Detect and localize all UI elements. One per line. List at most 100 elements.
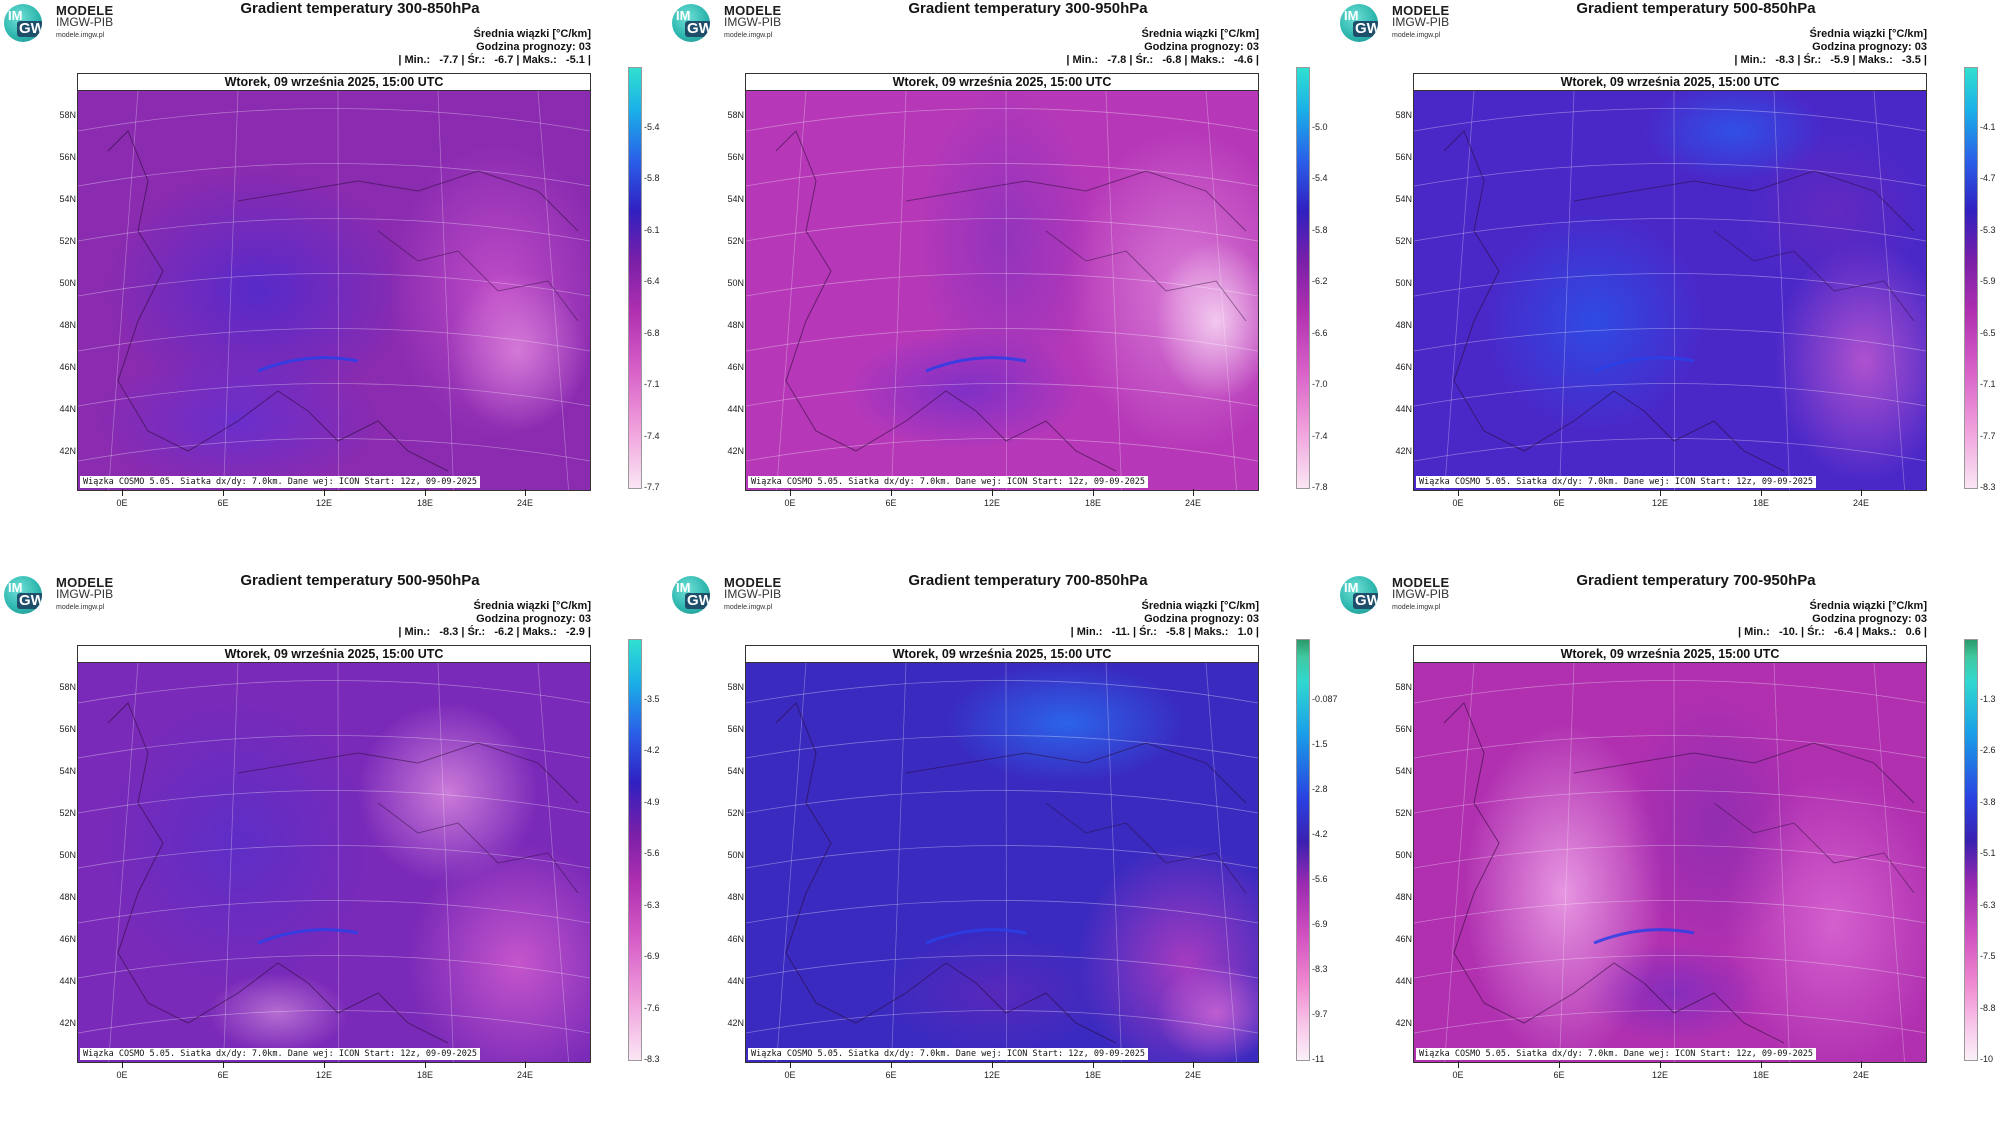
colorbar-label: -8.8 (1980, 1002, 1996, 1013)
colorbar-label: -7.0 (1312, 379, 1328, 390)
colorbar-label: -5.6 (1312, 874, 1328, 884)
lon-tick (425, 1061, 426, 1068)
date-bar: Wtorek, 09 września 2025, 15:00 UTC (1414, 646, 1926, 663)
lat-label: 46N (59, 362, 76, 372)
lat-label: 58N (727, 110, 744, 120)
stats-line: | Min.: -7.8 | Śr.: -6.8 | Maks.: -4.6 | (1066, 54, 1259, 66)
colorbar-label: -4.2 (1312, 829, 1328, 839)
colorbar-label: -11 (1312, 1054, 1325, 1064)
colorbar-label: -4.2 (644, 745, 660, 756)
lat-label: 42N (1395, 1018, 1412, 1028)
imgw-logo[interactable]: IM GW MODELE IMGW-PIB modele.imgw.pl (672, 576, 822, 618)
gradient-field-map[interactable]: Wiązka COSMO 5.05. Siatka dx/dy: 7.0km. … (78, 91, 590, 490)
colorbar-label: -10 (1980, 1054, 1994, 1064)
lon-label: 0E (784, 1070, 796, 1080)
gradient-field-map[interactable]: Wiązka COSMO 5.05. Siatka dx/dy: 7.0km. … (1414, 91, 1926, 490)
logo-url: modele.imgw.pl (1392, 32, 1441, 39)
lat-label: 54N (59, 194, 76, 204)
lat-label: 50N (59, 278, 76, 288)
colorbar-label: -8.3 (1980, 482, 1996, 492)
date-bar: Wtorek, 09 września 2025, 15:00 UTC (78, 74, 590, 91)
lat-label: 50N (727, 850, 744, 860)
lon-tick (525, 1061, 526, 1068)
gradient-field-map[interactable]: Wiązka COSMO 5.05. Siatka dx/dy: 7.0km. … (1414, 663, 1926, 1062)
imgw-logo[interactable]: IM GW MODELE IMGW-PIB modele.imgw.pl (4, 4, 154, 46)
gradient-field-map[interactable]: Wiązka COSMO 5.05. Siatka dx/dy: 7.0km. … (78, 663, 590, 1062)
panel-title: Gradient temperatury 700-850hPa (908, 572, 1148, 589)
forecast-hour: Godzina prognozy: 03 (1812, 41, 1927, 53)
map-frame: Wtorek, 09 września 2025, 15:00 UTC Wiąz… (1413, 73, 1927, 491)
lon-label: 24E (1852, 1070, 1870, 1080)
lon-label: 18E (416, 1070, 434, 1080)
logo-url: modele.imgw.pl (1392, 604, 1441, 611)
logo-url: modele.imgw.pl (724, 32, 773, 39)
stats-line: | Min.: -8.3 | Śr.: -6.2 | Maks.: -2.9 | (398, 626, 591, 638)
imgw-logo[interactable]: IM GW MODELE IMGW-PIB modele.imgw.pl (1340, 576, 1490, 618)
imgw-logo-icon: IM GW (4, 4, 42, 42)
lon-tick (324, 489, 325, 496)
lon-label: 12E (315, 498, 333, 508)
longitude-labels: 0E 6E 12E 18E 24E (1413, 489, 1925, 511)
lat-label: 56N (727, 724, 744, 734)
lon-tick (891, 1061, 892, 1068)
panel-title: Gradient temperatury 700-950hPa (1576, 572, 1816, 589)
imgw-logo[interactable]: IM GW MODELE IMGW-PIB modele.imgw.pl (4, 576, 154, 618)
lat-label: 50N (1395, 850, 1412, 860)
lon-tick (525, 489, 526, 496)
lon-label: 18E (1084, 498, 1102, 508)
colorbar-label: -6.2 (1312, 276, 1328, 287)
longitude-labels: 0E 6E 12E 18E 24E (1413, 1061, 1925, 1083)
lon-label: 18E (1084, 1070, 1102, 1080)
lat-label: 52N (1395, 808, 1412, 818)
lon-label: 0E (1452, 1070, 1464, 1080)
logo-line2: IMGW-PIB (56, 587, 114, 601)
lon-label: 6E (885, 1070, 897, 1080)
meta-label: Średnia wiązki [°C/km] (473, 600, 592, 612)
logo-line2: IMGW-PIB (56, 15, 114, 29)
panel-meta: Średnia wiązki [°C/km] Godzina prognozy:… (1738, 600, 1927, 639)
colorbar-label: -7.7 (1980, 430, 1996, 441)
lat-label: 54N (727, 194, 744, 204)
colorbar-labels: -3.5 -4.2 -4.9 -5.6 -6.3 -6.9 -7.6 -8.3 (644, 639, 684, 1064)
panel-meta: Średnia wiązki [°C/km] Godzina prognozy:… (1071, 600, 1259, 639)
imgw-logo-icon: IM GW (672, 576, 710, 614)
gradient-field-map[interactable]: Wiązka COSMO 5.05. Siatka dx/dy: 7.0km. … (746, 91, 1258, 490)
latitude-labels: 58N 56N 54N 52N 50N 48N 46N 44N 42N (1378, 90, 1412, 490)
lon-tick (891, 489, 892, 496)
forecast-panel-4: IM GW MODELE IMGW-PIB modele.imgw.pl Gra… (0, 572, 668, 1132)
model-credit: Wiązka COSMO 5.05. Siatka dx/dy: 7.0km. … (80, 1048, 481, 1060)
colorbar-label: -5.1 (1980, 848, 1996, 859)
forecast-hour: Godzina prognozy: 03 (476, 41, 591, 53)
logo-url: modele.imgw.pl (56, 604, 105, 611)
longitude-labels: 0E 6E 12E 18E 24E (77, 489, 589, 511)
lat-label: 48N (59, 320, 76, 330)
map-frame: Wtorek, 09 września 2025, 15:00 UTC Wiąz… (745, 645, 1259, 1063)
lon-tick (122, 489, 123, 496)
logo-url: modele.imgw.pl (724, 604, 773, 611)
forecast-hour: Godzina prognozy: 03 (1144, 613, 1259, 625)
map-frame: Wtorek, 09 września 2025, 15:00 UTC Wiąz… (77, 73, 591, 491)
gradient-field-map[interactable]: Wiązka COSMO 5.05. Siatka dx/dy: 7.0km. … (746, 663, 1258, 1062)
lon-label: 24E (516, 498, 534, 508)
colorbar-label: -1.5 (1312, 739, 1328, 749)
lat-label: 46N (1395, 362, 1412, 372)
longitude-labels: 0E 6E 12E 18E 24E (745, 489, 1257, 511)
imgw-logo[interactable]: IM GW MODELE IMGW-PIB modele.imgw.pl (1340, 4, 1490, 46)
lon-tick (790, 489, 791, 496)
colorbar-label: -5.6 (644, 848, 660, 859)
lat-label: 42N (59, 446, 76, 456)
lon-label: 12E (1651, 498, 1669, 508)
lat-label: 54N (1395, 194, 1412, 204)
lat-label: 42N (59, 1018, 76, 1028)
colorbar-label: -6.5 (1980, 327, 1996, 338)
imgw-logo-icon: IM GW (672, 4, 710, 42)
date-bar: Wtorek, 09 września 2025, 15:00 UTC (78, 646, 590, 663)
imgw-logo[interactable]: IM GW MODELE IMGW-PIB modele.imgw.pl (672, 4, 822, 46)
lon-tick (1559, 489, 1560, 496)
lon-tick (122, 1061, 123, 1068)
lat-label: 56N (1395, 724, 1412, 734)
lat-label: 44N (1395, 976, 1412, 986)
lat-label: 50N (59, 850, 76, 860)
lat-label: 44N (727, 976, 744, 986)
lat-label: 44N (59, 976, 76, 986)
